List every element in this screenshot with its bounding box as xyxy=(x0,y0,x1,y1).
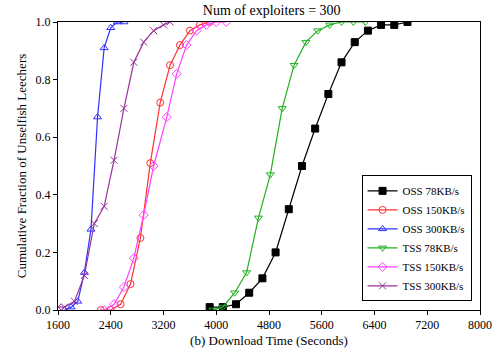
svg-text:OSS 150KB/s: OSS 150KB/s xyxy=(403,204,465,216)
svg-text:TSS 78KB/s: TSS 78KB/s xyxy=(403,242,458,254)
svg-text:1600: 1600 xyxy=(46,318,70,332)
svg-text:3200: 3200 xyxy=(152,318,176,332)
svg-text:Num of exploiters = 300: Num of exploiters = 300 xyxy=(203,3,341,18)
svg-text:Cumulative Fraction of Unselfi: Cumulative Fraction of Unselfish Leecher… xyxy=(14,54,29,279)
svg-text:OSS 78KB/s: OSS 78KB/s xyxy=(403,185,460,197)
svg-text:(b) Download Time (Seconds): (b) Download Time (Seconds) xyxy=(190,333,348,348)
svg-text:0.2: 0.2 xyxy=(36,246,51,260)
svg-text:6400: 6400 xyxy=(363,318,387,332)
svg-text:0.4: 0.4 xyxy=(36,188,51,202)
svg-text:TSS 150KB/s: TSS 150KB/s xyxy=(403,261,464,273)
svg-text:1.0: 1.0 xyxy=(36,15,51,29)
svg-text:0.6: 0.6 xyxy=(36,130,51,144)
svg-text:TSS 300KB/s: TSS 300KB/s xyxy=(403,280,464,292)
svg-text:4800: 4800 xyxy=(257,318,281,332)
svg-text:4000: 4000 xyxy=(204,318,228,332)
svg-text:8000: 8000 xyxy=(468,318,492,332)
svg-text:0.0: 0.0 xyxy=(36,303,51,317)
svg-text:2400: 2400 xyxy=(99,318,123,332)
svg-text:0.8: 0.8 xyxy=(36,73,51,87)
svg-text:OSS 300KB/s: OSS 300KB/s xyxy=(403,223,465,235)
svg-text:5600: 5600 xyxy=(310,318,334,332)
svg-text:7200: 7200 xyxy=(415,318,439,332)
